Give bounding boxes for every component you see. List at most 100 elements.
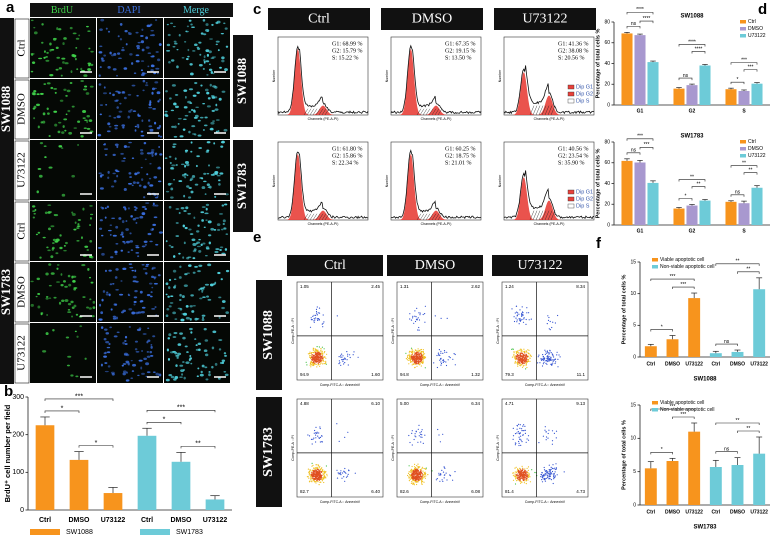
event — [408, 360, 409, 361]
cell — [38, 58, 42, 59]
event — [422, 468, 423, 469]
cell — [187, 25, 189, 27]
event — [310, 478, 311, 479]
x-tick-label: DMSO — [69, 517, 91, 524]
cell — [62, 42, 64, 45]
cell — [211, 174, 215, 176]
cell — [107, 176, 109, 179]
event — [441, 363, 442, 364]
legend-label: SW1088 — [66, 529, 93, 536]
y-tick-label: 80 — [604, 139, 610, 145]
micrograph — [30, 323, 96, 383]
cell — [222, 359, 225, 361]
cell — [202, 315, 206, 317]
cell — [212, 346, 214, 349]
event — [518, 472, 519, 473]
cell — [142, 264, 145, 266]
cell — [205, 255, 208, 256]
cell — [154, 306, 156, 308]
event — [319, 467, 320, 468]
event — [418, 317, 419, 318]
cell — [190, 305, 193, 307]
event — [319, 484, 320, 485]
event — [516, 432, 517, 433]
event — [517, 478, 518, 479]
event — [522, 367, 523, 368]
significance-label: **** — [695, 46, 703, 52]
cell — [120, 234, 123, 235]
event — [548, 359, 549, 360]
bar — [667, 461, 679, 505]
cell — [175, 157, 177, 160]
event — [314, 469, 315, 470]
cell — [203, 181, 207, 182]
cell — [39, 257, 41, 259]
cell — [218, 179, 220, 181]
cell — [70, 374, 73, 376]
legend-swatch — [568, 99, 574, 103]
event — [521, 351, 522, 352]
cell — [90, 51, 93, 53]
event — [419, 314, 420, 315]
event — [513, 354, 514, 355]
y-axis-label: Percentage of total cells % — [621, 275, 627, 345]
cell — [185, 151, 188, 153]
cell — [90, 64, 93, 66]
significance-label: ns — [631, 21, 637, 27]
cell — [186, 58, 189, 60]
event — [551, 469, 552, 470]
event — [410, 475, 411, 476]
cell — [208, 220, 212, 223]
cell — [118, 35, 120, 37]
cell — [104, 362, 107, 364]
cell — [204, 349, 208, 352]
event — [313, 470, 314, 471]
event — [315, 482, 316, 483]
cell — [115, 289, 119, 291]
event — [414, 435, 415, 436]
cell — [196, 92, 199, 94]
cell — [107, 347, 110, 348]
cell — [31, 53, 35, 55]
y-axis-label: Number — [385, 69, 389, 82]
cell — [131, 312, 135, 315]
cell — [197, 270, 201, 272]
cell — [83, 88, 87, 90]
event — [516, 480, 517, 481]
event — [314, 476, 315, 477]
event — [519, 323, 520, 324]
cell — [145, 36, 148, 39]
cell — [67, 110, 70, 112]
cell — [32, 205, 35, 207]
cell — [201, 244, 203, 247]
cell — [198, 147, 202, 149]
event — [317, 306, 318, 307]
event — [414, 473, 415, 474]
cell — [124, 30, 127, 32]
event — [317, 353, 318, 354]
cell — [226, 270, 229, 272]
cell — [145, 159, 147, 161]
event — [524, 477, 525, 478]
event — [421, 434, 422, 435]
cell — [108, 31, 110, 33]
event — [316, 350, 317, 351]
cell — [113, 154, 116, 156]
cell — [100, 187, 104, 189]
event — [349, 354, 350, 355]
event — [553, 478, 554, 479]
event — [423, 477, 424, 478]
event — [518, 360, 519, 361]
event — [315, 467, 316, 468]
event — [548, 433, 549, 434]
event — [323, 321, 324, 322]
legend-label: Dip G2 — [576, 196, 593, 202]
cell — [137, 255, 139, 257]
phase-stat: G1: 61.80 % — [332, 146, 363, 152]
cell — [87, 30, 90, 32]
cell — [85, 358, 87, 360]
column-header: DAPI — [117, 5, 140, 16]
event — [319, 313, 320, 314]
row-label: DMSO — [16, 276, 28, 308]
cell — [124, 353, 128, 356]
